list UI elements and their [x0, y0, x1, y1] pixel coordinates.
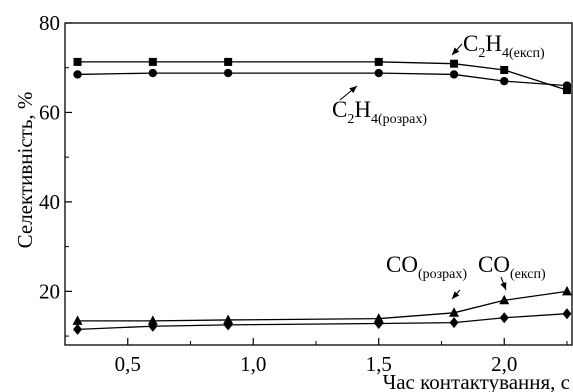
x-tick-label: 1,5 [366, 352, 392, 376]
data-point-square [500, 65, 509, 74]
series-diamond [73, 308, 572, 335]
annotation-subscript: 4(розрах) [371, 112, 427, 127]
data-point-diamond [73, 323, 83, 335]
y-tick-label: 60 [39, 100, 60, 124]
data-point-triangle [373, 313, 384, 323]
annotation-label: CO(розрах) [386, 252, 467, 282]
data-point-diamond [449, 317, 459, 329]
y-tick-label: 20 [39, 279, 60, 303]
y-tick-label: 80 [39, 11, 60, 35]
data-point-square [562, 86, 571, 95]
data-point-circle [73, 70, 82, 79]
series-circle [73, 68, 572, 90]
annotation-mid: H [354, 97, 371, 122]
data-point-triangle [561, 285, 572, 296]
data-point-square [450, 59, 459, 68]
data-point-triangle [72, 315, 83, 325]
data-point-triangle [499, 294, 510, 305]
annotation-label: C2H4(розрах) [332, 97, 427, 127]
annotation-subscript: 2 [347, 112, 354, 127]
data-point-circle [374, 68, 383, 78]
data-point-circle [500, 76, 509, 86]
x-tick-label: 0,5 [115, 352, 141, 376]
annotation-arrow [451, 43, 463, 56]
series-line [77, 290, 568, 322]
annotation-subscript: 4(експ) [502, 46, 545, 61]
axis-ticks [64, 22, 568, 345]
data-point-square [73, 57, 82, 66]
y-tick-label: 40 [39, 190, 60, 214]
x-tick-label: 1,0 [240, 352, 266, 376]
data-point-circle [223, 68, 233, 78]
data-point-triangle [223, 314, 234, 324]
data-point-diamond [374, 318, 384, 330]
data-point-circle [449, 70, 459, 79]
arrow-head [452, 47, 460, 55]
data-point-square [374, 57, 383, 66]
annotation-subscript: 2 [478, 46, 485, 61]
annotation-mid: H [485, 31, 502, 56]
plot-frame [64, 22, 573, 346]
arrow-head [500, 282, 507, 290]
data-point-diamond [499, 312, 509, 324]
data-point-diamond [223, 319, 233, 331]
data-point-diamond [562, 308, 572, 320]
annotation-base: C [463, 31, 478, 56]
x-axis-label: Час контактування, с [383, 370, 570, 392]
annotation-arrow [500, 276, 507, 291]
annotation-arrow [339, 85, 358, 101]
annotation-arrow [451, 289, 461, 300]
data-point-circle [148, 68, 158, 78]
data-point-triangle [449, 307, 460, 317]
series-layer [72, 57, 572, 335]
annotation-base: C [332, 97, 347, 122]
arrow-head [349, 86, 357, 94]
annotations: C2H4(експ)C2H4(розрах)CO(розрах) CO(експ) [332, 31, 546, 300]
data-point-circle [562, 81, 572, 90]
annotation-label: CO(експ) [478, 252, 546, 282]
annotation-label: C2H4(експ) [463, 31, 545, 61]
annotation-base: CO [386, 252, 418, 277]
annotation-subscript: (розрах) [418, 267, 467, 282]
data-point-diamond [148, 320, 158, 332]
y-axis-label: Селективність, % [13, 92, 37, 249]
annotation-base: CO [478, 252, 510, 277]
data-point-square [148, 57, 157, 66]
annotation-subscript: (експ) [510, 267, 546, 282]
x-tick-label: 2,0 [491, 352, 517, 376]
series-square [73, 57, 571, 95]
arrow-head [452, 291, 460, 299]
data-point-square [224, 57, 233, 66]
tick-labels: 0,5 1,0 1,5 2,0 20 40 60 80 [39, 11, 517, 376]
data-point-triangle [147, 315, 158, 325]
